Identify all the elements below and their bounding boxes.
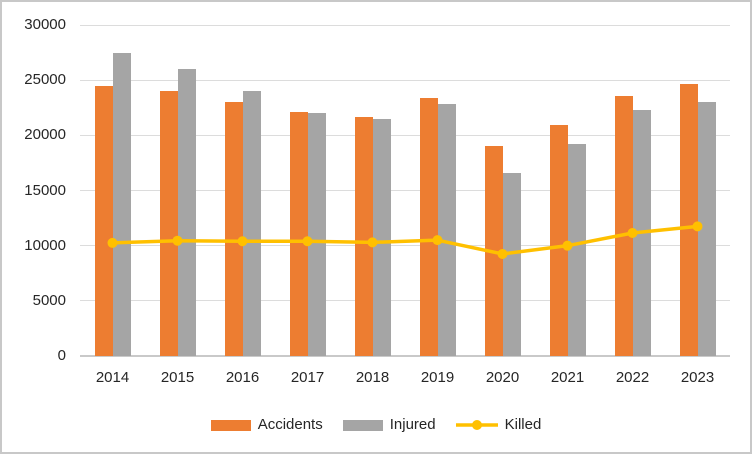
x-axis-label: 2014 [95,369,130,386]
x-axis-label: 2015 [160,369,195,386]
gridline [80,190,730,191]
bar-accidents-2018[interactable] [354,117,373,356]
bar-accidents-2015[interactable] [159,91,178,356]
x-axis-label: 2021 [550,369,585,386]
y-axis-tick-label: 30000 [24,16,66,33]
x-axis-label: 2018 [355,369,390,386]
bar-accidents-2016[interactable] [224,101,243,356]
legend-label: Killed [504,416,542,433]
killed-line-series[interactable] [80,25,730,356]
legend-bar-swatch [210,419,251,431]
bar-injured-2020[interactable] [502,172,521,356]
y-axis-tick-label: 0 [57,347,66,364]
killed-marker-2023[interactable] [692,221,703,232]
bar-accidents-2017[interactable] [289,112,308,356]
bar-accidents-2021[interactable] [549,125,568,356]
bar-injured-2014[interactable] [112,53,131,356]
bar-injured-2017[interactable] [307,113,326,356]
bar-injured-2023[interactable] [697,101,716,356]
bar-injured-2019[interactable] [437,103,456,356]
bar-accidents-2022[interactable] [614,96,633,356]
y-axis-tick-label: 10000 [24,236,66,254]
killed-marker-2018[interactable] [367,237,378,248]
killed-marker-2019[interactable] [432,235,443,246]
legend-item-accidents[interactable]: Accidents [210,416,323,434]
killed-marker-2017[interactable] [302,236,313,247]
x-axis-label: 2020 [485,369,520,386]
bar-injured-2018[interactable] [372,118,391,356]
gridline [80,24,730,26]
bar-injured-2016[interactable] [242,90,261,356]
x-axis-label: 2019 [420,369,455,386]
killed-marker-2014[interactable] [107,237,118,248]
killed-line [110,224,700,256]
legend-label: Injured [389,416,436,433]
bar-injured-2015[interactable] [177,68,196,356]
killed-marker-2021[interactable] [562,240,573,251]
y-axis-tick-label: 25000 [24,71,66,89]
legend-label: Accidents [257,416,323,433]
gridline [80,79,730,81]
x-axis-label: 2016 [225,369,260,386]
y-axis-tick-label: 15000 [24,181,66,199]
legend-bar-swatch [342,419,383,431]
legend-item-killed[interactable]: Killed [455,416,542,434]
legend-line-swatch [455,420,498,430]
y-axis-tick-label: 20000 [24,126,66,144]
killed-marker-2022[interactable] [627,227,638,238]
bar-accidents-2023[interactable] [679,84,698,356]
y-axis-tick-label: 5000 [32,291,66,309]
bar-accidents-2014[interactable] [94,85,113,356]
x-axis-line [80,355,730,357]
killed-marker-2016[interactable] [237,236,248,247]
bar-accidents-2019[interactable] [419,97,438,356]
gridline [80,134,730,136]
x-axis-label: 2017 [290,369,325,386]
killed-marker-2015[interactable] [172,235,183,246]
gridline [80,245,730,247]
bar-injured-2021[interactable] [567,144,586,356]
gridline [80,300,730,302]
killed-marker-2020[interactable] [497,248,508,259]
x-axis-label: 2023 [680,369,715,386]
legend: Accidents Injured Killed [2,412,750,438]
x-axis-label: 2022 [615,369,650,386]
legend-item-injured[interactable]: Injured [342,416,436,434]
